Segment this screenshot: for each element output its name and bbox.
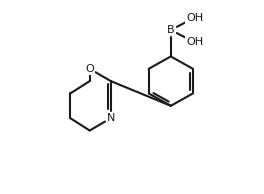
Text: O: O [85, 64, 94, 74]
Text: OH: OH [186, 13, 203, 23]
Text: B: B [167, 25, 175, 35]
Text: OH: OH [186, 37, 203, 47]
Text: N: N [107, 113, 115, 123]
